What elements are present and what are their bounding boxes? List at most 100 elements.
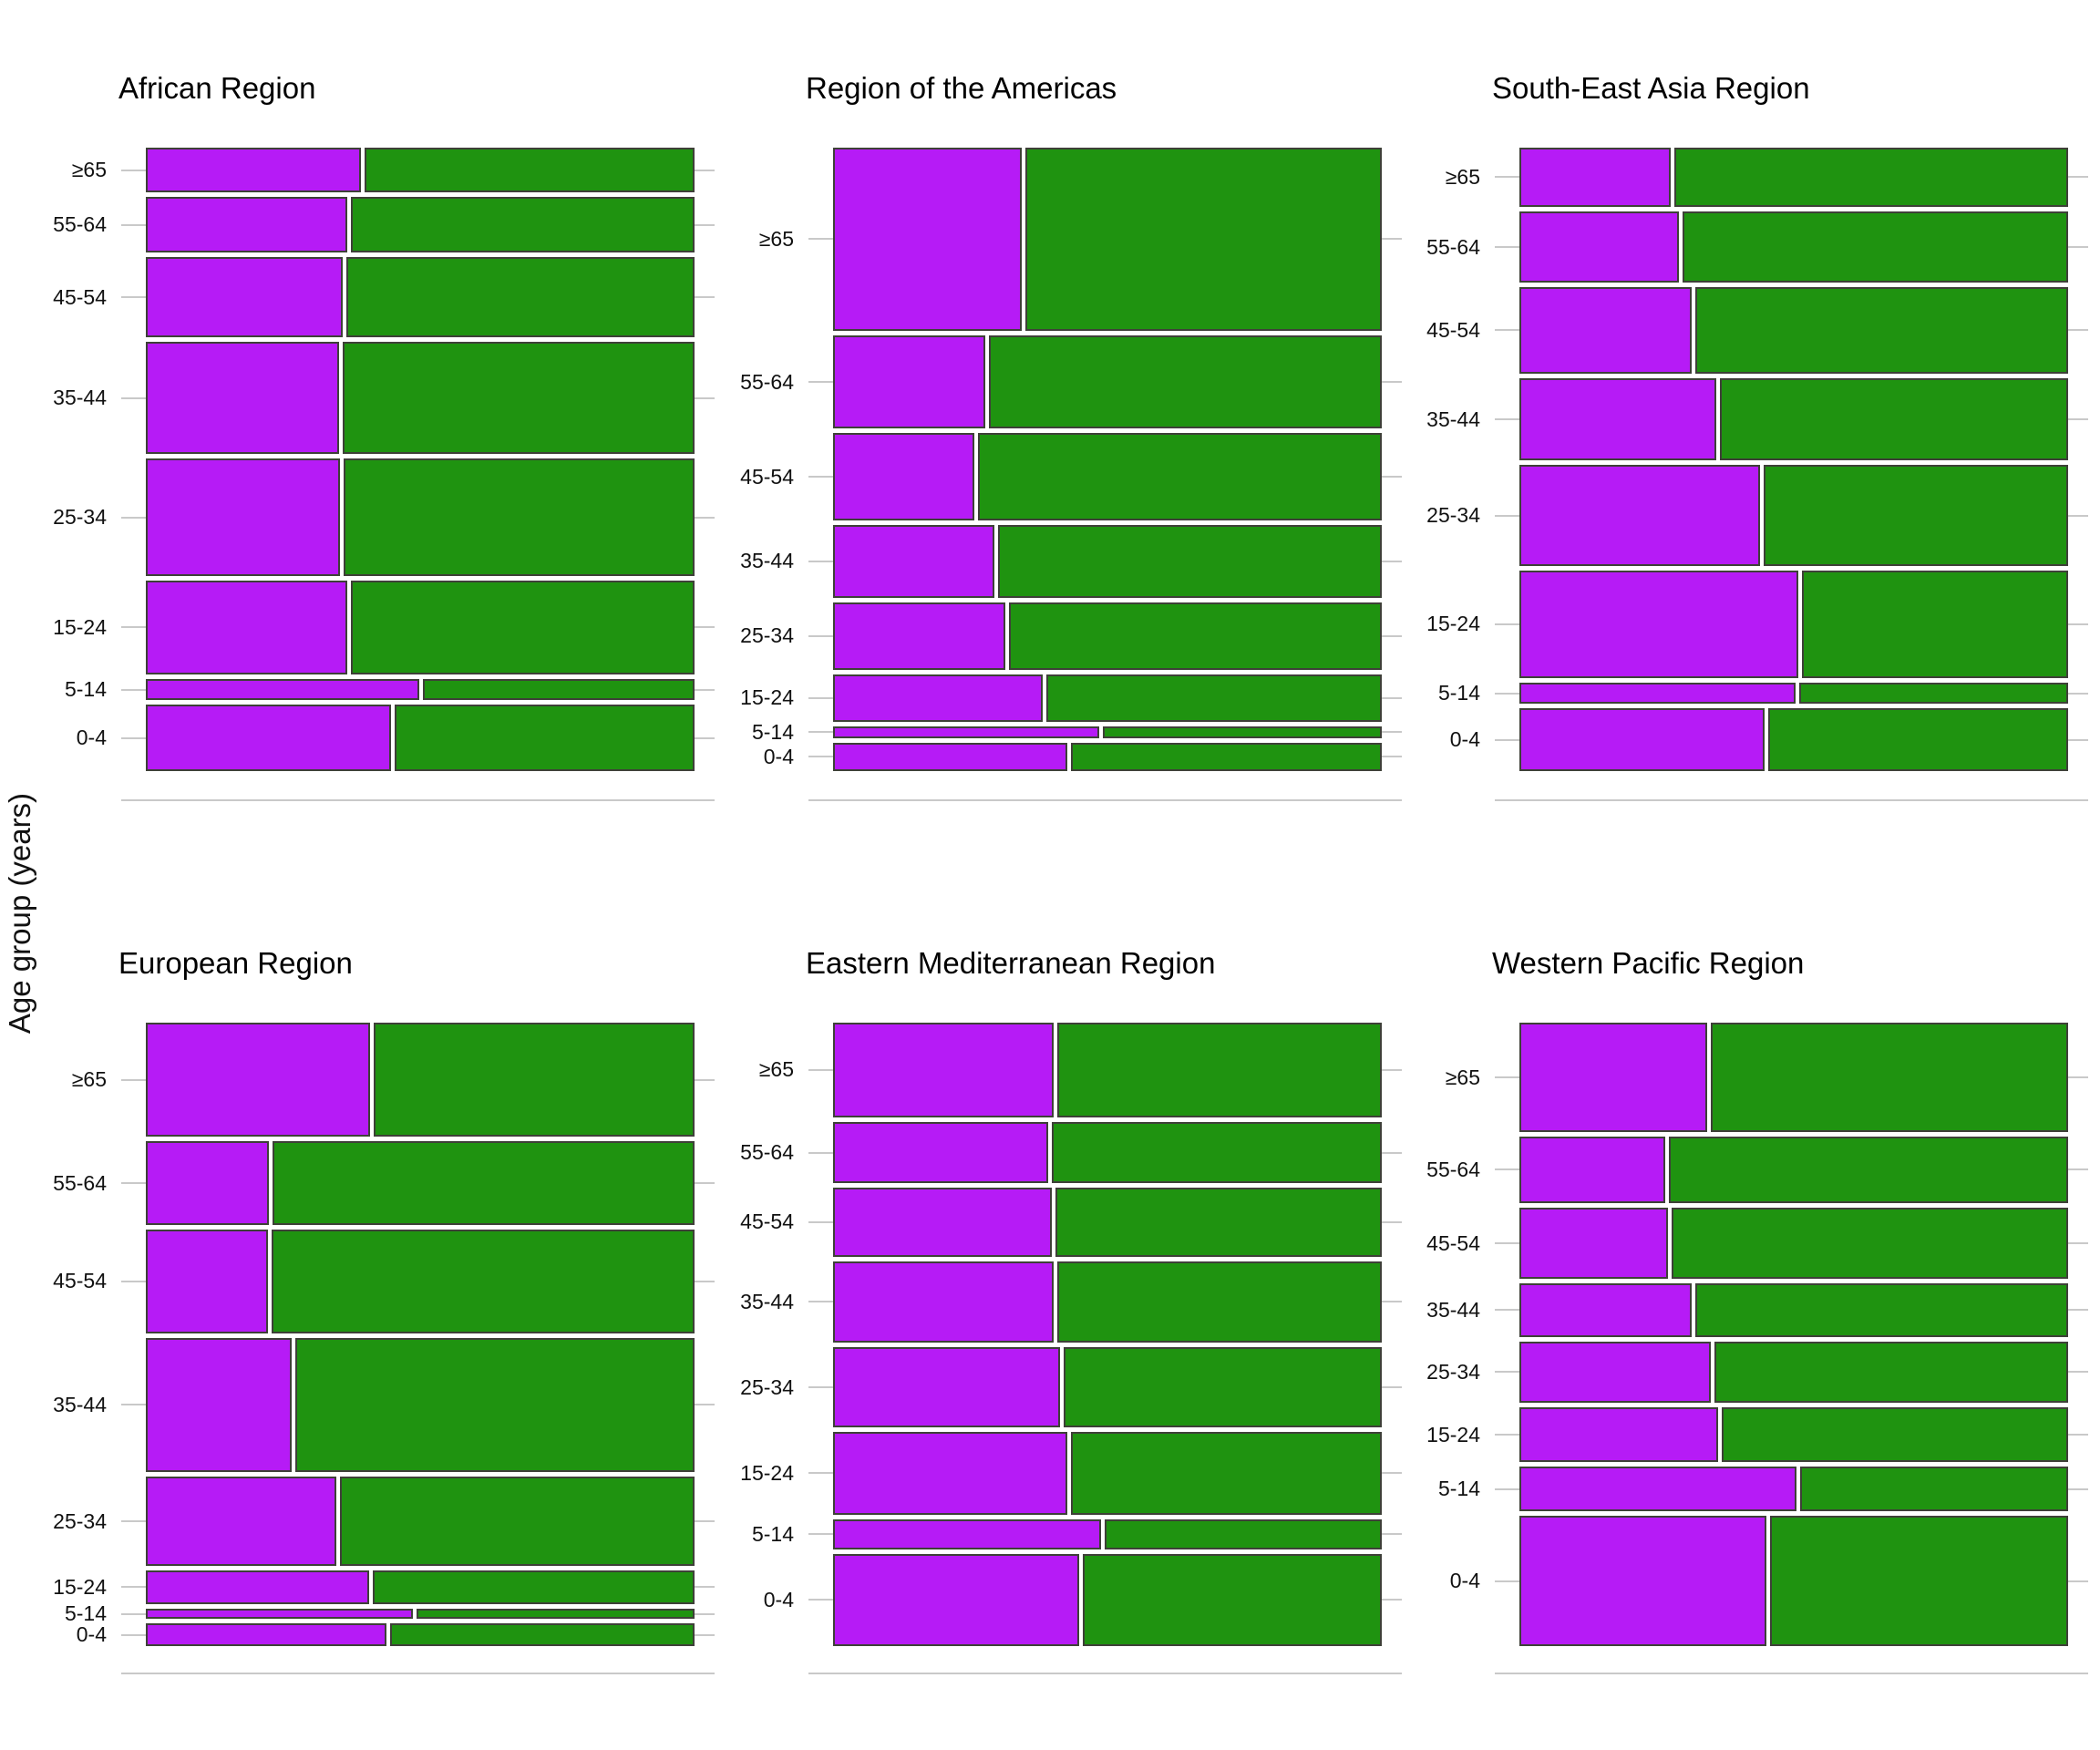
bar-segment-purple xyxy=(146,1230,268,1333)
y-tick-right xyxy=(695,1078,715,1081)
y-tick-left xyxy=(121,223,146,226)
bar-segment-green xyxy=(1083,1553,1382,1646)
age-tick-label: 45-54 xyxy=(1426,1230,1480,1255)
y-tick-right xyxy=(2068,1242,2088,1245)
y-tick-left xyxy=(121,1586,146,1589)
age-tick-label: 15-24 xyxy=(740,685,794,709)
y-tick-right xyxy=(1382,634,1402,637)
bar-segment-green xyxy=(273,1141,695,1226)
bar-segment-purple xyxy=(1519,1283,1692,1337)
age-tick-label: 5-14 xyxy=(751,719,794,744)
bar-segment-green xyxy=(1008,602,1382,670)
x-baseline xyxy=(1495,799,2088,801)
age-tick-label: 35-44 xyxy=(740,549,794,573)
y-tick-left xyxy=(121,295,146,298)
bar-segment-purple xyxy=(146,1476,337,1566)
bar-segment-purple xyxy=(146,580,348,674)
age-tick-label: 35-44 xyxy=(53,385,107,409)
bar-segment-green xyxy=(1070,1431,1382,1515)
y-tick-left xyxy=(1495,514,1519,517)
bar-segment-green xyxy=(350,197,695,252)
x-baseline xyxy=(808,799,1402,801)
bar-segment-green xyxy=(1024,148,1382,331)
y-tick-right xyxy=(2068,1433,2088,1436)
bar-segment-green xyxy=(1799,682,2068,705)
age-tick-label: 15-24 xyxy=(740,1460,794,1485)
age-tick-label: 5-14 xyxy=(1437,680,1480,705)
bar-segment-green xyxy=(1694,287,2068,374)
bar-segment-purple xyxy=(833,726,1099,738)
panel-title: African Region xyxy=(118,71,316,105)
y-tick-left xyxy=(808,476,833,479)
age-tick-label: 55-64 xyxy=(740,1139,794,1164)
y-tick-right xyxy=(1382,1068,1402,1071)
bar-segment-purple xyxy=(146,458,340,576)
bar-segment-purple xyxy=(1519,1207,1669,1280)
bar-segment-purple xyxy=(146,148,362,193)
y-tick-right xyxy=(1382,1385,1402,1388)
age-tick-label: ≥65 xyxy=(758,1057,794,1081)
bar-segment-purple xyxy=(833,1431,1067,1515)
y-tick-right xyxy=(1382,476,1402,479)
y-tick-right xyxy=(2068,417,2088,420)
bar-segment-purple xyxy=(146,1023,371,1138)
y-tick-right xyxy=(1382,1472,1402,1475)
bar-segment-purple xyxy=(833,1553,1080,1646)
bar-segment-purple xyxy=(833,1188,1053,1258)
y-tick-left xyxy=(121,626,146,629)
bar-segment-purple xyxy=(1519,377,1716,461)
bar-segment-green xyxy=(373,1570,695,1605)
y-tick-right xyxy=(695,295,715,298)
age-tick-label: 0-4 xyxy=(76,726,107,750)
age-tick-label: 45-54 xyxy=(53,284,107,309)
age-tick-label: 55-64 xyxy=(53,1171,107,1196)
age-tick-label: 15-24 xyxy=(53,614,107,639)
bar-segment-green xyxy=(1719,377,2068,461)
bar-segment-green xyxy=(1683,211,2068,283)
y-tick-right xyxy=(1382,380,1402,383)
y-tick-left xyxy=(808,1151,833,1154)
y-tick-right xyxy=(695,516,715,519)
bar-segment-green xyxy=(374,1023,695,1138)
y-tick-right xyxy=(2068,623,2088,626)
y-tick-left xyxy=(808,1533,833,1536)
age-tick-label: 45-54 xyxy=(53,1269,107,1293)
age-tick-label: 25-34 xyxy=(740,623,794,647)
bar-segment-purple xyxy=(833,525,994,598)
bar-segment-purple xyxy=(146,341,340,455)
y-tick-right xyxy=(695,1281,715,1283)
y-tick-left xyxy=(1495,176,1519,179)
age-tick-label: 35-44 xyxy=(740,1290,794,1314)
y-tick-left xyxy=(1495,417,1519,420)
y-tick-left xyxy=(808,238,833,241)
y-tick-left xyxy=(1495,1580,1519,1582)
y-tick-left xyxy=(1495,692,1519,695)
y-tick-right xyxy=(2068,514,2088,517)
age-tick-label: 35-44 xyxy=(1426,1298,1480,1323)
bar-segment-green xyxy=(351,580,695,674)
y-tick-right xyxy=(695,736,715,739)
bar-segment-green xyxy=(1046,674,1382,722)
bar-segment-purple xyxy=(1519,287,1692,374)
age-tick-label: 55-64 xyxy=(740,369,794,394)
y-tick-right xyxy=(695,396,715,399)
y-tick-right xyxy=(1382,1599,1402,1601)
y-tick-right xyxy=(2068,738,2088,741)
bar-segment-purple xyxy=(1519,571,1798,678)
y-tick-left xyxy=(808,1301,833,1303)
bar-segment-purple xyxy=(833,742,1068,771)
bar-segment-purple xyxy=(1519,1466,1796,1512)
y-tick-left xyxy=(1495,1076,1519,1079)
bar-segment-purple xyxy=(833,1518,1102,1549)
y-tick-left xyxy=(121,1633,146,1636)
y-tick-left xyxy=(808,561,833,563)
y-tick-left xyxy=(121,736,146,739)
bar-segment-green xyxy=(977,433,1382,521)
age-tick-label: 55-64 xyxy=(53,212,107,237)
y-tick-left xyxy=(121,516,146,519)
y-tick-left xyxy=(1495,1242,1519,1245)
y-tick-right xyxy=(1382,1301,1402,1303)
age-tick-label: 25-34 xyxy=(53,1508,107,1533)
y-tick-left xyxy=(121,1519,146,1522)
